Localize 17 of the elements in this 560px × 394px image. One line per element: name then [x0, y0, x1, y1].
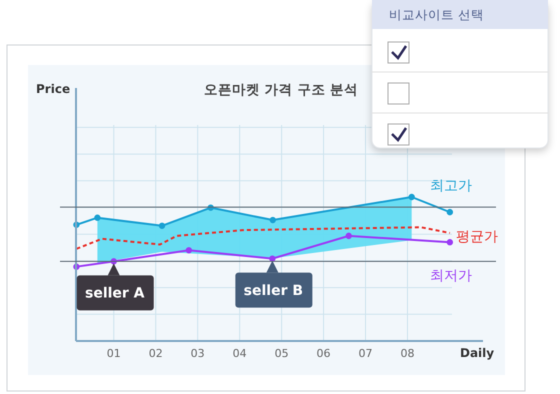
x-axis-title: Daily — [460, 346, 494, 360]
x-tick-label: 04 — [232, 346, 247, 360]
annotation: seller B — [244, 282, 304, 299]
text: Price — [36, 82, 70, 96]
series-label: 평균가 — [456, 228, 498, 245]
x-tick-label: 02 — [148, 346, 163, 360]
x-tick-label: 06 — [316, 346, 331, 360]
x-tick-label: 03 — [190, 346, 205, 360]
x-tick-label: 01 — [106, 346, 121, 360]
x-tick-label: 05 — [274, 346, 289, 360]
x-tick-label: 08 — [400, 346, 414, 360]
annotation: seller A — [84, 286, 145, 302]
text: 비교사이트 선택 — [389, 7, 484, 22]
chart-title: 오픈마켓 가격 구조 분석 — [204, 82, 358, 98]
series-label: 최저가 — [430, 268, 472, 284]
x-tick-label: 07 — [358, 346, 373, 360]
series-label: 최고가 — [430, 178, 472, 194]
